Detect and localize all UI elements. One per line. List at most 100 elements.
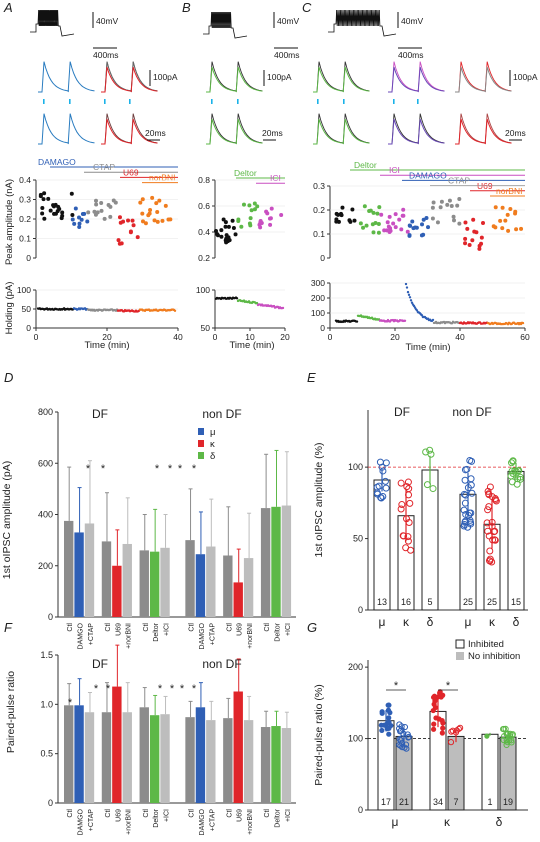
data-point: [117, 215, 122, 220]
data-point: [493, 205, 498, 210]
significance-marker: *: [106, 683, 111, 695]
category-label: U69: [115, 809, 122, 822]
tick-label: 0.3: [19, 195, 31, 205]
bar: [139, 550, 149, 617]
scale-label-tt: 20ms: [505, 128, 526, 138]
data-point: [362, 204, 367, 209]
tick-label: 0: [48, 612, 53, 622]
data-point: [463, 236, 468, 241]
significance-marker: *: [101, 463, 106, 475]
ipsc-trace: [38, 61, 95, 93]
data-point: [401, 723, 409, 731]
data-point: [420, 222, 425, 227]
holding-point: [235, 297, 239, 300]
category-label: Ctl: [143, 623, 150, 632]
data-point: [438, 205, 443, 210]
data-point: [407, 223, 412, 228]
axis-label-time: Time (min): [229, 340, 274, 351]
data-point: [247, 203, 252, 208]
tick-label: 1.0: [40, 699, 53, 709]
data-point: [377, 205, 382, 210]
tick-label: 100: [348, 734, 363, 744]
data-point: [379, 727, 385, 734]
ipsc-trace: [206, 118, 263, 145]
data-point: [267, 216, 272, 221]
tick-label: 50: [353, 534, 363, 544]
legend-swatch: [198, 452, 204, 459]
bar: [185, 540, 195, 617]
stim-marker: [343, 99, 345, 104]
data-point: [470, 238, 475, 243]
tick-label: 0.2: [19, 214, 31, 224]
stim-marker: [129, 99, 131, 104]
holding-point: [173, 309, 177, 312]
data-point: [334, 219, 339, 224]
data-point: [431, 693, 438, 699]
bar: [122, 543, 132, 617]
holding-point: [521, 321, 525, 325]
data-point: [40, 206, 45, 211]
category-label: DAMGO: [78, 808, 85, 835]
data-point: [414, 225, 419, 230]
data-point: [405, 229, 410, 234]
axis-label-d: 1st oIPSC amplitude (pA): [1, 461, 13, 579]
data-point: [406, 499, 414, 507]
data-point: [468, 489, 476, 497]
data-point: [514, 467, 522, 475]
data-point: [350, 207, 355, 212]
data-point: [154, 201, 159, 206]
data-point: [484, 527, 492, 535]
significance-marker: *: [180, 683, 185, 695]
data-point: [368, 208, 373, 213]
n-label: 34: [433, 797, 443, 807]
data-point: [214, 229, 219, 234]
tick-label: 0: [328, 332, 333, 342]
data-point: [484, 733, 490, 739]
data-point: [467, 520, 475, 528]
category-label: DAMGO: [78, 622, 85, 649]
ipsc-trace: [313, 66, 370, 93]
holding-point: [420, 314, 424, 317]
group-title-df: DF: [92, 657, 108, 671]
data-point: [233, 232, 238, 237]
data-point: [385, 707, 392, 713]
significance-marker: *: [170, 683, 175, 695]
data-point: [258, 225, 263, 230]
group-title-df: DF: [394, 405, 410, 419]
category-label: +norBNI: [126, 809, 133, 835]
category-label: Ctl: [226, 623, 233, 632]
tick-label: 200: [311, 293, 325, 303]
data-point: [379, 493, 387, 501]
ipsc-trace: [101, 118, 158, 145]
ipsc-trace: [206, 66, 263, 93]
panel-label-f: F: [4, 620, 13, 635]
data-point: [255, 204, 260, 209]
data-point: [514, 227, 519, 232]
tick-label: 0.1: [19, 234, 31, 244]
data-point: [221, 217, 226, 222]
legend-label: μ: [210, 427, 215, 438]
data-point: [373, 220, 378, 225]
data-point: [72, 221, 77, 226]
significance-marker: *: [178, 463, 183, 475]
axis-label-f: Paired-pulse ratio: [5, 671, 17, 753]
data-point: [92, 209, 97, 214]
data-point: [86, 210, 91, 215]
category-label: Ctl: [105, 809, 112, 818]
tick-label: 100: [17, 285, 31, 295]
category-label: +norBNI: [247, 809, 254, 835]
tick-label: 0.2: [313, 205, 325, 215]
data-point: [152, 218, 157, 223]
drug-bar-label: norBNI: [496, 186, 522, 196]
panel-label-g: G: [307, 620, 317, 635]
data-point: [399, 227, 404, 232]
tick-label: 0.4: [198, 227, 210, 237]
bar: [243, 720, 254, 803]
significance-marker: *: [155, 463, 160, 475]
tick-label: 600: [38, 458, 53, 468]
data-point: [378, 722, 384, 728]
data-point: [219, 228, 224, 233]
data-point: [73, 206, 78, 211]
data-point: [60, 213, 65, 218]
group-label: κ: [444, 815, 451, 829]
